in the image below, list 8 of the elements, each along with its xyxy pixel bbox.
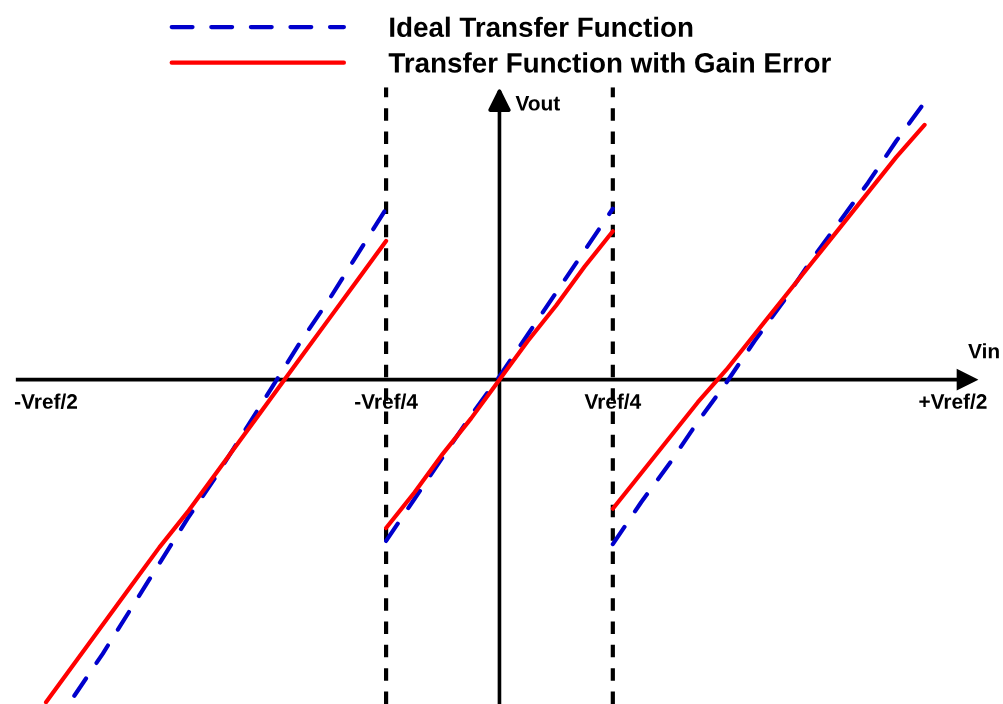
x-tick-label: -Vref/2 bbox=[14, 393, 78, 410]
text: Transfer Function with Gain Error bbox=[388, 52, 831, 73]
text: Ideal Transfer Function bbox=[390, 16, 693, 38]
x-tick-label: +Vref/2 bbox=[919, 393, 987, 410]
x-axis-title: Vin bbox=[968, 343, 999, 359]
y-axis-title: Vout bbox=[515, 96, 560, 111]
x-tick-label: Vref/4 bbox=[584, 393, 642, 410]
x-tick-label: -Vref/4 bbox=[355, 393, 418, 410]
